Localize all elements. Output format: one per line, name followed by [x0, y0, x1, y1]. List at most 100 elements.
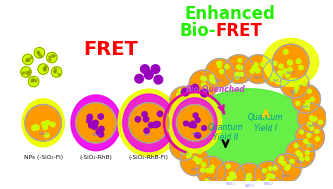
Circle shape: [296, 123, 324, 152]
Circle shape: [43, 125, 47, 130]
Circle shape: [298, 153, 302, 157]
Circle shape: [254, 63, 258, 67]
Circle shape: [279, 64, 283, 69]
Circle shape: [212, 80, 216, 83]
Circle shape: [181, 88, 189, 96]
Circle shape: [183, 100, 186, 104]
Circle shape: [232, 175, 236, 179]
Text: $\mathsf{SiO_2}$: $\mathsf{SiO_2}$: [177, 128, 187, 135]
Circle shape: [290, 159, 294, 163]
Circle shape: [55, 68, 57, 70]
Circle shape: [202, 125, 206, 130]
Circle shape: [21, 67, 31, 77]
Circle shape: [191, 123, 196, 128]
Circle shape: [315, 130, 319, 133]
Circle shape: [188, 99, 192, 103]
Circle shape: [26, 71, 28, 74]
Circle shape: [154, 75, 163, 84]
Circle shape: [180, 147, 209, 176]
Circle shape: [300, 157, 304, 161]
Circle shape: [51, 67, 62, 77]
Circle shape: [185, 107, 189, 111]
Circle shape: [43, 67, 46, 69]
Circle shape: [280, 69, 309, 98]
Circle shape: [220, 70, 223, 73]
Circle shape: [192, 145, 196, 149]
Circle shape: [292, 84, 320, 113]
Circle shape: [45, 133, 49, 137]
Text: $\mathsf{SiO_2}$: $\mathsf{SiO_2}$: [38, 130, 49, 138]
Circle shape: [308, 122, 311, 126]
Circle shape: [89, 123, 94, 128]
Text: $\mathsf{SiO_2}$: $\mathsf{SiO_2}$: [253, 74, 263, 81]
Circle shape: [217, 61, 221, 65]
Circle shape: [176, 123, 179, 127]
Circle shape: [193, 113, 198, 118]
Circle shape: [307, 89, 311, 93]
Ellipse shape: [187, 89, 312, 170]
Circle shape: [295, 79, 299, 83]
Circle shape: [295, 85, 299, 89]
Circle shape: [201, 83, 205, 87]
Circle shape: [205, 179, 209, 183]
Circle shape: [54, 70, 56, 73]
Circle shape: [188, 115, 192, 119]
Circle shape: [300, 130, 303, 134]
Circle shape: [297, 104, 326, 132]
Circle shape: [201, 76, 204, 80]
Text: $\mathsf{SiO_2}$: $\mathsf{SiO_2}$: [179, 106, 189, 113]
Circle shape: [217, 64, 221, 67]
Circle shape: [180, 120, 184, 124]
Circle shape: [282, 81, 286, 84]
Circle shape: [285, 73, 290, 77]
Circle shape: [308, 123, 311, 127]
Circle shape: [22, 72, 24, 74]
Ellipse shape: [118, 89, 179, 156]
Circle shape: [279, 156, 283, 160]
Circle shape: [294, 89, 298, 93]
Circle shape: [278, 71, 282, 75]
Circle shape: [144, 128, 150, 133]
Text: $\mathsf{SiO_2}$: $\mathsf{SiO_2}$: [144, 131, 154, 139]
Circle shape: [32, 78, 34, 81]
Circle shape: [256, 69, 260, 73]
Circle shape: [255, 68, 259, 72]
Circle shape: [306, 106, 310, 110]
Circle shape: [306, 102, 309, 106]
Circle shape: [189, 123, 193, 127]
Circle shape: [92, 124, 97, 130]
Ellipse shape: [123, 94, 174, 152]
Circle shape: [206, 169, 209, 172]
Circle shape: [182, 99, 186, 102]
Text: $\mathsf{SiO_2}$: $\mathsf{SiO_2}$: [307, 123, 317, 130]
Circle shape: [218, 61, 222, 65]
Text: $\mathsf{SiO_2}$: $\mathsf{SiO_2}$: [234, 74, 244, 81]
Circle shape: [157, 111, 163, 117]
Circle shape: [315, 137, 319, 141]
Circle shape: [210, 165, 214, 169]
Text: $\mathsf{SiO_2}$: $\mathsf{SiO_2}$: [263, 180, 274, 188]
Circle shape: [293, 78, 297, 82]
Circle shape: [186, 154, 190, 158]
Circle shape: [42, 122, 46, 126]
Circle shape: [268, 167, 272, 170]
Circle shape: [34, 125, 38, 129]
Circle shape: [135, 117, 141, 122]
Circle shape: [247, 175, 251, 179]
Circle shape: [244, 55, 272, 84]
Circle shape: [45, 66, 47, 68]
Circle shape: [180, 121, 184, 125]
Circle shape: [283, 50, 288, 54]
Circle shape: [306, 100, 310, 104]
Circle shape: [224, 55, 253, 84]
Circle shape: [23, 54, 33, 65]
Circle shape: [302, 82, 306, 86]
Circle shape: [153, 122, 158, 128]
Circle shape: [307, 133, 311, 137]
Circle shape: [216, 161, 245, 189]
Circle shape: [247, 174, 251, 178]
Circle shape: [305, 156, 309, 160]
Circle shape: [263, 169, 266, 173]
Circle shape: [35, 125, 39, 130]
Circle shape: [287, 60, 292, 65]
